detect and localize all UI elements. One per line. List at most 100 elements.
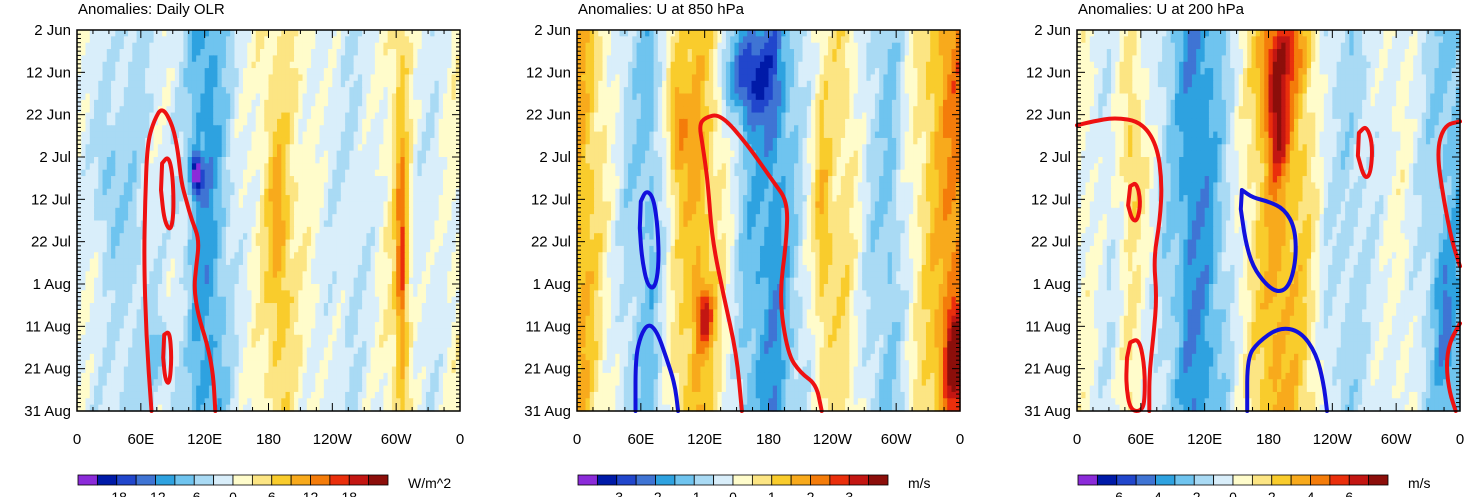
heatmap-cell [140,303,146,310]
heatmap-cell [94,303,99,310]
heatmap-cell [102,322,108,330]
heatmap-cell [98,118,104,126]
heatmap-cell [349,163,355,171]
heatmap-cell [166,315,172,323]
heatmap-cell [255,68,261,76]
heatmap-cell [451,233,457,241]
heatmap-cell [438,207,444,215]
heatmap-cell [315,258,321,266]
heatmap-cell [447,150,453,158]
heatmap-cell [349,137,355,145]
heatmap-cell [272,220,278,228]
heatmap-cell [319,290,325,298]
heatmap-cell [319,125,325,133]
heatmap-cell [383,347,389,355]
heatmap-cell [187,80,193,88]
heatmap-cell [447,157,453,164]
heatmap-cell [268,74,274,82]
heatmap-cell [77,131,82,139]
heatmap-cell [425,106,431,114]
heatmap-cell [421,214,427,222]
heatmap-cell [357,366,363,374]
heatmap-cell [183,233,189,241]
heatmap-cell [149,239,155,247]
heatmap-cell [225,328,231,336]
heatmap-cell [217,68,223,76]
heatmap-cell [349,93,355,101]
heatmap-cell [391,201,397,209]
heatmap-cell [332,233,338,241]
heatmap-cell [111,157,116,164]
heatmap-cell [298,55,304,63]
heatmap-cell [259,30,265,37]
heatmap-cell [221,106,227,114]
heatmap-cell [111,309,116,317]
heatmap-cell [400,176,406,183]
heatmap-cell [128,80,133,88]
heatmap-cell [298,214,304,222]
heatmap-cell [217,214,223,222]
heatmap-cell [268,214,274,222]
heatmap-cell [242,226,248,234]
heatmap-cell [77,61,82,69]
heatmap-cell [89,74,95,82]
heatmap-cell [396,290,402,298]
heatmap-cell [259,233,265,241]
heatmap-cell [111,284,116,291]
heatmap-cell [336,42,342,50]
heatmap-cell [328,372,333,380]
heatmap-cell [289,334,295,342]
heatmap-cell [434,309,440,317]
heatmap-cell [204,284,210,291]
heatmap-cell [183,309,189,317]
heatmap-cell [162,379,167,387]
heatmap-cell [140,144,146,152]
heatmap-cell [89,137,95,145]
heatmap-cell [370,277,376,285]
heatmap-cell [298,176,304,183]
heatmap-cell [379,245,384,253]
heatmap-cell [102,144,108,152]
heatmap-cell [132,239,138,247]
heatmap-cell [153,264,159,272]
heatmap-cell [179,137,184,145]
heatmap-cell [332,309,338,317]
heatmap-cell [383,144,389,152]
heatmap-cell [383,30,389,37]
heatmap-cell [251,55,257,63]
heatmap-cell [323,150,329,158]
heatmap-cell [306,195,312,203]
heatmap-cell [306,61,312,69]
heatmap-cell [408,309,414,317]
heatmap-cell [277,188,282,196]
heatmap-cell [115,309,121,317]
heatmap-cell [319,42,325,50]
heatmap-cell [413,195,419,203]
heatmap-cell [247,163,253,171]
heatmap-cell [383,36,389,44]
heatmap-cell [183,150,189,158]
heatmap-cell [455,264,461,272]
heatmap-cell [379,55,384,63]
heatmap-cell [187,239,193,247]
heatmap-cell [421,188,427,196]
heatmap-cell [345,245,350,253]
heatmap-cell [332,42,338,50]
heatmap-cell [404,68,410,76]
heatmap-cell [255,277,261,285]
heatmap-cell [77,328,82,336]
heatmap-cell [196,157,202,164]
heatmap-cell [442,80,448,88]
heatmap-cell [277,271,282,279]
heatmap-cell [311,239,316,247]
heatmap-cell [345,99,350,107]
heatmap-cell [404,201,410,209]
heatmap-cell [272,315,278,323]
heatmap-cell [234,74,240,82]
heatmap-cell [294,341,299,349]
heatmap-cell [187,220,193,228]
heatmap-cell [94,36,99,44]
heatmap-cell [268,315,274,323]
heatmap-cell [391,284,397,291]
heatmap-cell [302,157,308,164]
